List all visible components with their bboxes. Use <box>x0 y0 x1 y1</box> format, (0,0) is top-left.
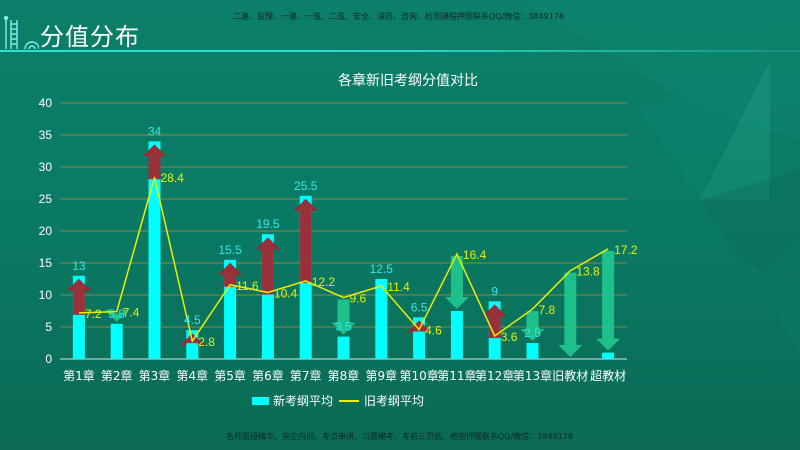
chart-title: 各章新旧考纲分值对比 <box>338 73 478 89</box>
line-value-label: 9.6 <box>350 292 367 306</box>
increase-arrow-icon <box>66 278 91 315</box>
page-header: 分值分布 二建、监理、一建、一造、二造、安全、消防、咨询、检测课程押题联系QQ/… <box>0 0 800 52</box>
x-tick-label: 第13章 <box>513 368 552 383</box>
y-tick-label: 30 <box>39 160 53 174</box>
y-tick-label: 10 <box>39 288 53 302</box>
bar-value-label: 5.5 <box>108 307 125 321</box>
line-value-label: 7.2 <box>85 307 102 321</box>
building-ladder-icon <box>3 15 39 50</box>
bar <box>450 311 463 359</box>
bar <box>110 323 123 359</box>
footer-contact-note: 名师面授精华、央企内训、考点串讲、习题模考、考前三页纸、绝密押题联系QQ/微信：… <box>226 432 573 441</box>
bar-value-label: 9 <box>491 284 498 298</box>
y-tick-label: 40 <box>39 96 53 110</box>
y-tick-label: 5 <box>45 320 52 334</box>
old-syllabus-line <box>78 177 609 343</box>
bar-value-label: 25.5 <box>294 179 318 193</box>
page-title: 分值分布 <box>40 23 140 51</box>
bar-value-label: 34 <box>148 124 162 138</box>
bar <box>602 352 615 359</box>
x-tick-label: 第1章 <box>63 368 95 383</box>
x-tick-label: 第2章 <box>101 368 133 383</box>
x-tick-label: 第6章 <box>252 368 284 383</box>
y-tick-label: 20 <box>39 224 53 238</box>
line-value-label: 7.8 <box>539 303 556 317</box>
line-value-label: 13.8 <box>576 265 600 279</box>
y-tick-label: 35 <box>39 128 53 142</box>
line-value-label: 17.2 <box>614 243 638 257</box>
x-tick-label: 第4章 <box>176 368 208 383</box>
x-tick-label: 超教材 <box>590 368 626 383</box>
increase-arrow-icon <box>142 144 167 180</box>
line-value-label: 12.2 <box>312 275 336 289</box>
decrease-arrow-icon <box>104 309 129 322</box>
x-tick-label: 第11章 <box>437 368 476 383</box>
decrease-arrow-icon <box>558 272 583 357</box>
line-value-label: 3.6 <box>501 330 518 344</box>
line-value-label: 16.4 <box>463 248 487 262</box>
line-value-label: 2.8 <box>198 335 215 349</box>
line-value-label: 11.4 <box>387 280 410 294</box>
bar-value-label: 3.5 <box>335 320 352 334</box>
bar <box>337 336 350 359</box>
line-value-label: 4.6 <box>425 324 442 338</box>
bar <box>526 343 539 359</box>
bar-value-label: 6.5 <box>411 300 428 314</box>
header-contact-note: 二建、监理、一建、一造、二造、安全、消防、咨询、检测课程押题联系QQ/微信：38… <box>233 12 564 21</box>
bar <box>375 279 388 359</box>
line-value-label: 7.4 <box>123 306 140 320</box>
bar-value-label: 13 <box>72 259 86 273</box>
x-tick-label: 第9章 <box>365 368 397 383</box>
bar-value-label: 15.5 <box>218 243 242 257</box>
decrease-arrow-icon <box>596 250 621 351</box>
x-tick-label: 第3章 <box>139 368 171 383</box>
increase-arrow-icon <box>482 304 507 338</box>
increase-arrow-icon <box>407 320 432 333</box>
y-tick-label: 25 <box>39 192 53 206</box>
legend-line-swatch <box>339 399 360 402</box>
legend-line-label: 旧考纲平均 <box>364 394 425 408</box>
bar <box>148 141 161 359</box>
header-divider <box>0 50 800 52</box>
bar-value-label: 19.5 <box>256 217 280 231</box>
x-tick-label: 旧教材 <box>552 368 588 383</box>
increase-arrow-icon <box>218 262 243 287</box>
bar-value-label: 12.5 <box>370 262 394 276</box>
x-tick-label: 第8章 <box>328 368 360 383</box>
decrease-arrow-icon <box>520 311 545 341</box>
legend-bar-swatch <box>252 396 269 405</box>
bar-value-label: 2.5 <box>524 326 541 340</box>
legend-bar-label: 新考纲平均 <box>273 394 334 408</box>
line-value-label: 10.4 <box>274 286 298 300</box>
line-value-label: 28.4 <box>161 171 185 185</box>
x-tick-label: 第7章 <box>290 368 322 383</box>
bar-value-label: 4.5 <box>184 313 201 327</box>
y-tick-label: 0 <box>45 352 52 366</box>
increase-arrow-icon <box>293 198 318 283</box>
increase-arrow-icon <box>255 237 280 295</box>
decrease-arrow-icon <box>331 299 356 335</box>
line-value-label: 11.6 <box>236 279 259 293</box>
chart-legend: 新考纲平均 旧考纲平均 <box>252 392 424 409</box>
decrease-arrow-icon <box>444 256 469 309</box>
x-tick-label: 第12章 <box>475 368 514 383</box>
x-tick-label: 第10章 <box>399 368 438 383</box>
x-tick-label: 第5章 <box>214 368 246 383</box>
y-tick-label: 15 <box>39 256 53 270</box>
